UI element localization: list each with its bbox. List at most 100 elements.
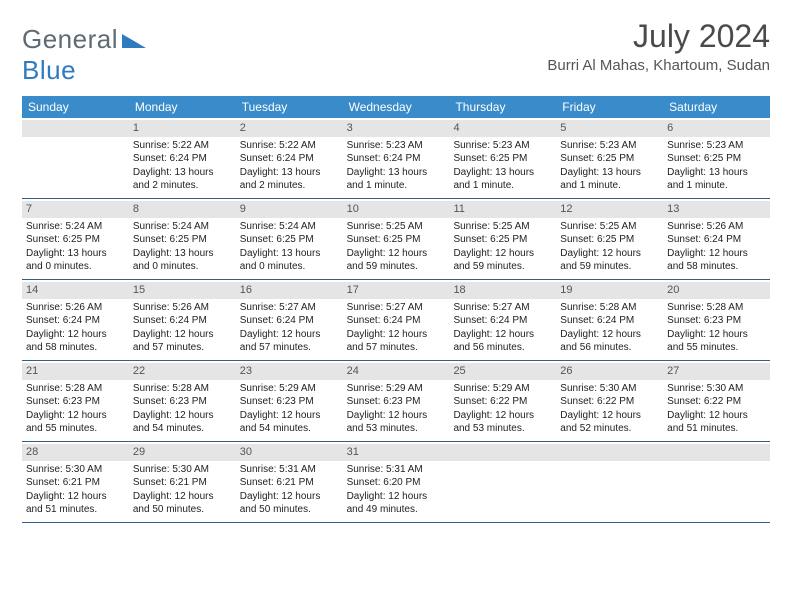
sunrise-text: Sunrise: 5:31 AM [240,463,339,477]
sunset-text: Sunset: 6:24 PM [240,152,339,166]
day-cell: 28Sunrise: 5:30 AMSunset: 6:21 PMDayligh… [22,442,129,522]
day-cell: 4Sunrise: 5:23 AMSunset: 6:25 PMDaylight… [449,118,556,198]
sunrise-text: Sunrise: 5:29 AM [240,382,339,396]
day-number-empty [663,444,770,461]
sunset-text: Sunset: 6:24 PM [667,233,766,247]
sunrise-text: Sunrise: 5:30 AM [26,463,125,477]
daylight-text: Daylight: 12 hours and 57 minutes. [347,328,446,355]
day-cell: 12Sunrise: 5:25 AMSunset: 6:25 PMDayligh… [556,199,663,279]
daylight-text: Daylight: 12 hours and 51 minutes. [667,409,766,436]
day-number: 24 [343,363,450,380]
location: Burri Al Mahas, Khartoum, Sudan [547,57,770,74]
day-cell: 15Sunrise: 5:26 AMSunset: 6:24 PMDayligh… [129,280,236,360]
sunset-text: Sunset: 6:22 PM [453,395,552,409]
daylight-text: Daylight: 12 hours and 59 minutes. [453,247,552,274]
day-number: 27 [663,363,770,380]
sunrise-text: Sunrise: 5:23 AM [560,139,659,153]
day-number: 16 [236,282,343,299]
weekday-header: Sunday [22,96,129,118]
sunrise-text: Sunrise: 5:28 AM [133,382,232,396]
day-number: 31 [343,444,450,461]
day-cell: 22Sunrise: 5:28 AMSunset: 6:23 PMDayligh… [129,361,236,441]
day-cell: 23Sunrise: 5:29 AMSunset: 6:23 PMDayligh… [236,361,343,441]
sunset-text: Sunset: 6:23 PM [347,395,446,409]
daylight-text: Daylight: 12 hours and 58 minutes. [667,247,766,274]
logo-text-1: General [22,24,118,54]
day-number: 20 [663,282,770,299]
sunrise-text: Sunrise: 5:22 AM [240,139,339,153]
day-cell [663,442,770,522]
sunset-text: Sunset: 6:25 PM [560,152,659,166]
daylight-text: Daylight: 12 hours and 55 minutes. [26,409,125,436]
day-number: 7 [22,201,129,218]
day-cell: 18Sunrise: 5:27 AMSunset: 6:24 PMDayligh… [449,280,556,360]
day-cell: 20Sunrise: 5:28 AMSunset: 6:23 PMDayligh… [663,280,770,360]
sunset-text: Sunset: 6:20 PM [347,476,446,490]
logo: General Blue [22,18,146,86]
logo-text: General Blue [22,24,146,86]
weekday-header: Tuesday [236,96,343,118]
daylight-text: Daylight: 12 hours and 56 minutes. [560,328,659,355]
day-number: 21 [22,363,129,380]
sunset-text: Sunset: 6:22 PM [667,395,766,409]
day-cell: 31Sunrise: 5:31 AMSunset: 6:20 PMDayligh… [343,442,450,522]
sunrise-text: Sunrise: 5:23 AM [453,139,552,153]
day-cell: 19Sunrise: 5:28 AMSunset: 6:24 PMDayligh… [556,280,663,360]
daylight-text: Daylight: 12 hours and 53 minutes. [347,409,446,436]
sunset-text: Sunset: 6:25 PM [347,233,446,247]
day-cell: 1Sunrise: 5:22 AMSunset: 6:24 PMDaylight… [129,118,236,198]
weekday-header: Thursday [449,96,556,118]
day-number: 2 [236,120,343,137]
day-number: 22 [129,363,236,380]
daylight-text: Daylight: 13 hours and 0 minutes. [26,247,125,274]
day-number: 28 [22,444,129,461]
logo-triangle-icon [122,32,146,48]
sunset-text: Sunset: 6:25 PM [453,152,552,166]
sunset-text: Sunset: 6:24 PM [26,314,125,328]
day-number: 5 [556,120,663,137]
day-number: 30 [236,444,343,461]
weekday-header: Friday [556,96,663,118]
day-number: 1 [129,120,236,137]
day-cell [22,118,129,198]
day-cell: 25Sunrise: 5:29 AMSunset: 6:22 PMDayligh… [449,361,556,441]
sunrise-text: Sunrise: 5:26 AM [133,301,232,315]
day-number: 17 [343,282,450,299]
daylight-text: Daylight: 12 hours and 57 minutes. [133,328,232,355]
weekday-header: Wednesday [343,96,450,118]
day-number-empty [449,444,556,461]
day-number-empty [556,444,663,461]
day-number: 10 [343,201,450,218]
day-number: 13 [663,201,770,218]
sunrise-text: Sunrise: 5:25 AM [453,220,552,234]
day-number: 23 [236,363,343,380]
sunrise-text: Sunrise: 5:25 AM [347,220,446,234]
sunset-text: Sunset: 6:21 PM [133,476,232,490]
sunset-text: Sunset: 6:23 PM [133,395,232,409]
day-number: 19 [556,282,663,299]
calendar: SundayMondayTuesdayWednesdayThursdayFrid… [22,96,770,523]
daylight-text: Daylight: 13 hours and 1 minute. [560,166,659,193]
day-cell: 14Sunrise: 5:26 AMSunset: 6:24 PMDayligh… [22,280,129,360]
daylight-text: Daylight: 13 hours and 2 minutes. [240,166,339,193]
day-cell: 29Sunrise: 5:30 AMSunset: 6:21 PMDayligh… [129,442,236,522]
sunset-text: Sunset: 6:25 PM [240,233,339,247]
sunrise-text: Sunrise: 5:30 AM [133,463,232,477]
day-number: 18 [449,282,556,299]
sunset-text: Sunset: 6:25 PM [453,233,552,247]
day-number: 25 [449,363,556,380]
day-cell: 24Sunrise: 5:29 AMSunset: 6:23 PMDayligh… [343,361,450,441]
day-number: 3 [343,120,450,137]
sunset-text: Sunset: 6:25 PM [667,152,766,166]
day-cell: 7Sunrise: 5:24 AMSunset: 6:25 PMDaylight… [22,199,129,279]
sunset-text: Sunset: 6:24 PM [347,314,446,328]
day-cell: 30Sunrise: 5:31 AMSunset: 6:21 PMDayligh… [236,442,343,522]
sunrise-text: Sunrise: 5:30 AM [667,382,766,396]
header: General Blue July 2024 Burri Al Mahas, K… [22,18,770,86]
sunrise-text: Sunrise: 5:29 AM [453,382,552,396]
day-cell: 8Sunrise: 5:24 AMSunset: 6:25 PMDaylight… [129,199,236,279]
day-number: 29 [129,444,236,461]
day-cell [556,442,663,522]
daylight-text: Daylight: 13 hours and 2 minutes. [133,166,232,193]
day-number: 9 [236,201,343,218]
